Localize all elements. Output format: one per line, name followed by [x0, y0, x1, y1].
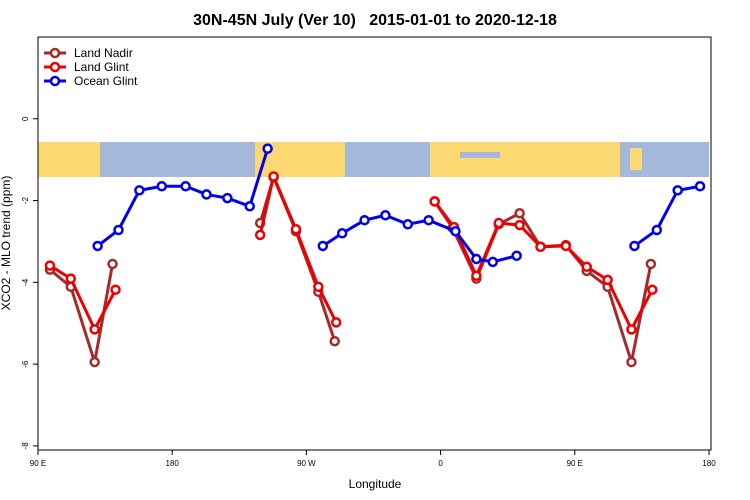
point — [359, 214, 370, 226]
y-tick-label: -4 — [21, 278, 30, 286]
point — [330, 317, 342, 328]
chart-title: 30N-45N July (Ver 10) 2015-01-01 to 2020… — [193, 12, 557, 29]
point — [626, 356, 637, 368]
x-tick-label: 90 E — [30, 459, 46, 468]
point — [329, 335, 340, 347]
series-line — [49, 171, 654, 333]
point — [645, 258, 657, 270]
y-tick-label: -8 — [21, 442, 30, 450]
point — [651, 224, 663, 236]
y-tick-label: -6 — [21, 360, 30, 368]
point — [493, 217, 505, 229]
legend-marker — [49, 61, 61, 73]
plot-frame — [37, 36, 712, 451]
legend-label: Ocean Glint — [74, 74, 138, 88]
x-tick-label: 180 — [702, 459, 716, 468]
point — [487, 256, 499, 268]
x-tick-label: 90 E — [567, 459, 583, 468]
series-line — [48, 172, 653, 363]
x-tick-label: 90 W — [297, 459, 316, 468]
point — [156, 181, 168, 192]
point — [514, 219, 525, 231]
legend-marker — [49, 47, 61, 59]
point — [672, 185, 683, 196]
point — [317, 240, 329, 252]
point — [313, 281, 324, 293]
point — [535, 241, 546, 253]
point — [694, 181, 706, 192]
point — [647, 284, 658, 295]
point — [290, 223, 302, 235]
point — [89, 356, 100, 368]
point — [44, 260, 56, 271]
y-axis-label: XCO2 - MLO trend (ppm) — [0, 176, 13, 311]
point — [626, 324, 637, 335]
x-tick-label: 0 — [438, 459, 443, 468]
y-tick-label: 0 — [21, 116, 30, 121]
point — [560, 240, 572, 252]
point — [581, 261, 592, 273]
point — [514, 207, 525, 219]
point — [262, 143, 273, 154]
y-tick-label: -2 — [21, 196, 30, 204]
legend-label: Land Glint — [74, 60, 129, 74]
legend-label: Land Nadir — [74, 46, 133, 60]
point — [602, 274, 613, 286]
point — [113, 224, 124, 236]
point — [134, 185, 145, 196]
point — [92, 240, 103, 252]
point — [471, 270, 482, 282]
point — [201, 189, 212, 200]
point — [511, 250, 522, 262]
point — [65, 273, 77, 284]
point — [254, 229, 266, 241]
point — [222, 192, 233, 204]
point — [244, 201, 255, 212]
point — [629, 240, 640, 252]
point — [429, 196, 440, 207]
point — [450, 225, 461, 237]
x-axis-label: Longitude — [349, 477, 402, 491]
point — [423, 214, 434, 226]
point — [336, 228, 348, 239]
x-tick-label: 180 — [166, 459, 180, 468]
map-strip — [38, 142, 709, 177]
point — [268, 171, 279, 182]
legend-marker — [49, 75, 61, 87]
point — [107, 258, 118, 270]
point — [380, 210, 391, 221]
point — [402, 219, 414, 230]
point — [110, 284, 121, 295]
point — [471, 253, 482, 265]
point — [180, 181, 191, 192]
point — [89, 324, 100, 335]
